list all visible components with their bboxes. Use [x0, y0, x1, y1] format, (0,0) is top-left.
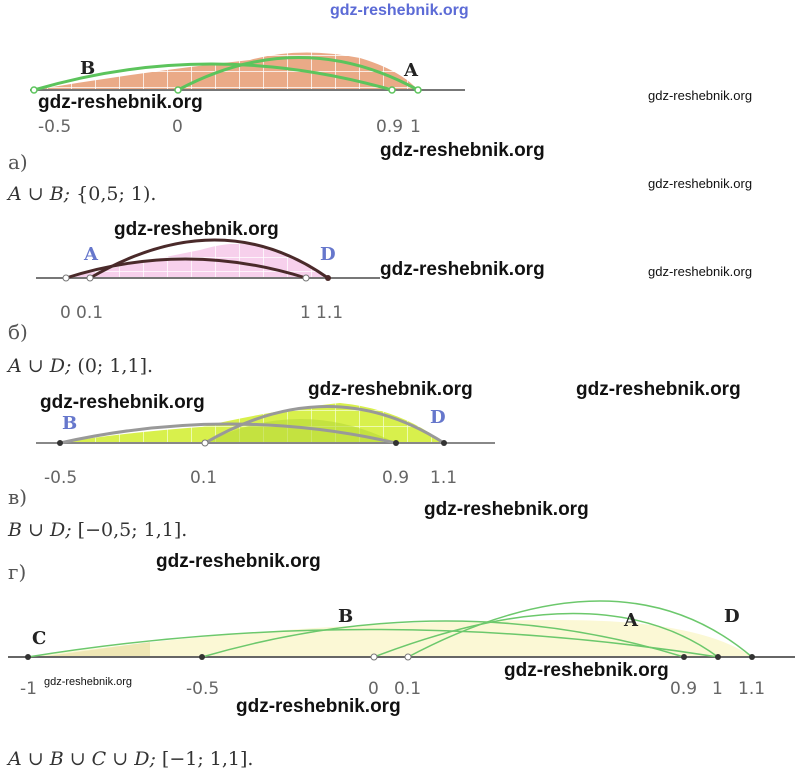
set-label-b-v: B	[62, 413, 77, 434]
watermark: gdz-reshebnik.org	[648, 176, 753, 191]
number-line-a: B A -0.5 0 0.9 1	[30, 52, 465, 137]
watermark: gdz-reshebnik.org	[156, 551, 321, 572]
formula-v: B ∪ D; [−0,5; 1,1].	[8, 519, 188, 541]
tick-g-4: 0.9	[670, 679, 697, 699]
tick-g-0: -1	[20, 679, 37, 699]
watermark: gdz-reshebnik.org	[236, 696, 401, 717]
arc-b-a	[33, 62, 393, 92]
tick-g-2: 0	[368, 679, 379, 699]
arc-d-v	[204, 405, 445, 445]
watermark: gdz-reshebnik.org	[44, 676, 133, 688]
watermark: gdz-reshebnik.org	[424, 499, 589, 520]
watermark: gdz-reshebnik.org	[576, 379, 741, 400]
formula-b: A ∪ D; (0; 1,1].	[8, 355, 154, 377]
arc-a-a	[177, 56, 419, 92]
tick-v-0: -0.5	[44, 468, 77, 488]
tick-b-2: 1	[300, 303, 311, 323]
set-label-c-g: C	[32, 628, 46, 649]
watermark: gdz-reshebnik.org	[504, 660, 669, 681]
watermark: gdz-reshebnik.org	[648, 88, 753, 103]
formula-a: A ∪ B; {0,5; 1).	[8, 183, 157, 205]
answer-v: [−0,5; 1,1].	[77, 519, 188, 541]
watermark: gdz-reshebnik.org	[380, 259, 545, 280]
watermark: gdz-reshebnik.org	[308, 379, 473, 400]
tick-b-3: 1.1	[316, 303, 343, 323]
set-label-d-b: D	[320, 244, 336, 265]
answer-g: [−1; 1,1].	[161, 748, 254, 770]
tick-b-1: 0.1	[76, 303, 103, 323]
set-label-d-g: D	[724, 606, 740, 627]
union-region-a	[34, 52, 418, 90]
part-label-v: в)	[8, 485, 28, 509]
arc-b-v	[59, 422, 397, 445]
tick-b-0: 0	[60, 303, 71, 323]
set-label-d-v: D	[430, 407, 446, 428]
arc-d-b	[89, 238, 329, 280]
arc-d-g	[407, 600, 753, 658]
tick-v-2: 0.9	[382, 468, 409, 488]
tick-a-3: 1	[410, 117, 421, 137]
arc-c-g	[27, 628, 719, 658]
watermark: gdz-reshebnik.org	[380, 140, 545, 161]
union-region-b	[66, 243, 328, 278]
number-line-b: A D 0 0.1 1 1.1	[36, 238, 380, 323]
part-label-a: а)	[8, 150, 28, 174]
set-label-a: A	[403, 60, 419, 81]
formula-g: A ∪ B ∪ C ∪ D; [−1; 1,1].	[8, 748, 254, 770]
tick-g-1: -0.5	[186, 679, 219, 699]
set-label-a-b: A	[83, 244, 99, 265]
part-label-b: б)	[8, 320, 28, 344]
number-line-g: C B A D -1 -0.5 0 0.1 0.9 1 1.1	[8, 600, 795, 699]
watermark-top: gdz-reshebnik.org	[330, 2, 469, 19]
arc-b-g	[201, 620, 685, 658]
set-label-a-g: A	[623, 610, 639, 631]
arc-a-b	[65, 257, 307, 280]
tick-g-6: 1.1	[738, 679, 765, 699]
set-label-b-g: B	[338, 606, 353, 627]
answer-b: (0; 1,1].	[77, 355, 154, 377]
tick-a-2: 0.9	[376, 117, 403, 137]
set-label-b: B	[80, 58, 95, 79]
tick-v-1: 0.1	[190, 468, 217, 488]
part-label-g: г)	[8, 560, 27, 584]
tick-g-3: 0.1	[394, 679, 421, 699]
tick-a-1: 0	[172, 117, 183, 137]
tick-a-0: -0.5	[38, 117, 71, 137]
watermark: gdz-reshebnik.org	[648, 264, 753, 279]
union-region-g	[28, 620, 752, 657]
number-line-v: B D -0.5 0.1 0.9 1.1	[36, 403, 495, 488]
tick-v-3: 1.1	[430, 468, 457, 488]
watermark: gdz-reshebnik.org	[40, 392, 205, 413]
arc-a-g	[373, 612, 719, 658]
answer-a: {0,5; 1).	[76, 183, 157, 205]
watermark: gdz-reshebnik.org	[38, 92, 203, 113]
watermark: gdz-reshebnik.org	[114, 219, 279, 240]
tick-g-5: 1	[712, 679, 723, 699]
